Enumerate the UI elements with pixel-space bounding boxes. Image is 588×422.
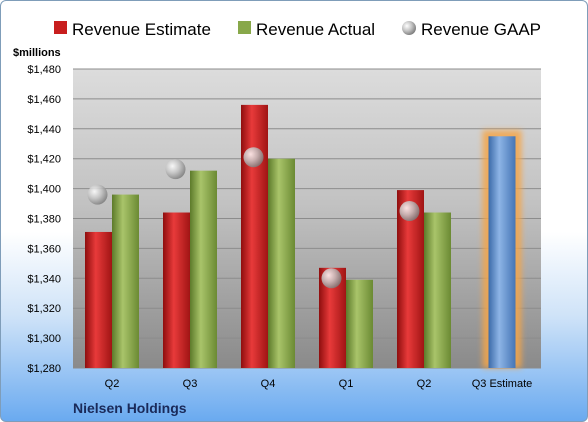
revenue-gaap-marker — [399, 201, 420, 222]
revenue-estimate-bar — [163, 212, 190, 368]
revenue-estimate-bar — [241, 104, 268, 368]
y-tick-label: $1,420 — [27, 154, 61, 166]
y-tick-label: $1,280 — [27, 363, 61, 375]
revenue-gaap-marker — [243, 147, 264, 168]
revenue-estimate-bar — [85, 231, 112, 368]
x-tick-label: Q2 — [105, 378, 120, 390]
x-tick-label: Q1 — [339, 378, 354, 390]
revenue-actual-bar — [424, 212, 451, 368]
y-tick-label: $1,480 — [27, 64, 61, 76]
x-tick-label: Q3 — [183, 378, 198, 390]
bars — [85, 104, 522, 368]
legend-label-revenue-actual: Revenue Actual — [256, 20, 375, 39]
legend-swatch-revenue-estimate — [54, 21, 67, 34]
revenue-actual-bar — [190, 170, 217, 368]
y-tick-label: $1,440 — [27, 124, 61, 136]
y-tick-label: $1,400 — [27, 184, 61, 196]
company-name: Nielsen Holdings — [73, 400, 187, 416]
legend-label-revenue-gaap: Revenue GAAP — [421, 20, 541, 39]
y-axis-unit-label: $millions — [13, 47, 61, 59]
revenue-gaap-marker — [321, 268, 342, 289]
revenue-actual-bar — [346, 279, 373, 368]
y-tick-label: $1,340 — [27, 273, 61, 285]
y-tick-label: $1,380 — [27, 214, 61, 226]
x-tick-label: Q4 — [261, 378, 276, 390]
y-tick-label: $1,360 — [27, 243, 61, 255]
y-axis-ticks: $1,280 $1,300 $1,320 $1,340 $1,360 $1,380 $1,4… — [27, 64, 61, 375]
revenue-actual-bar — [112, 194, 139, 368]
legend: Revenue Estimate Revenue Actual Revenue … — [54, 20, 541, 39]
revenue-gaap-marker — [165, 159, 186, 180]
x-tick-label: Q3 Estimate — [472, 378, 533, 390]
revenue-actual-bar — [268, 158, 295, 368]
legend-swatch-revenue-actual — [238, 21, 251, 34]
legend-label-revenue-estimate: Revenue Estimate — [72, 20, 211, 39]
q3-estimate-bar — [488, 136, 516, 368]
legend-swatch-revenue-gaap — [402, 21, 416, 35]
gridlines — [73, 68, 541, 369]
gaap-markers — [87, 147, 420, 289]
x-tick-label: Q2 — [417, 378, 432, 390]
y-tick-label: $1,320 — [27, 303, 61, 315]
y-tick-label: $1,300 — [27, 333, 61, 345]
x-axis-ticks: Q2 Q3 Q4 Q1 Q2 Q3 Estimate — [105, 378, 533, 390]
y-tick-label: $1,460 — [27, 94, 61, 106]
revenue-gaap-marker — [87, 184, 108, 205]
